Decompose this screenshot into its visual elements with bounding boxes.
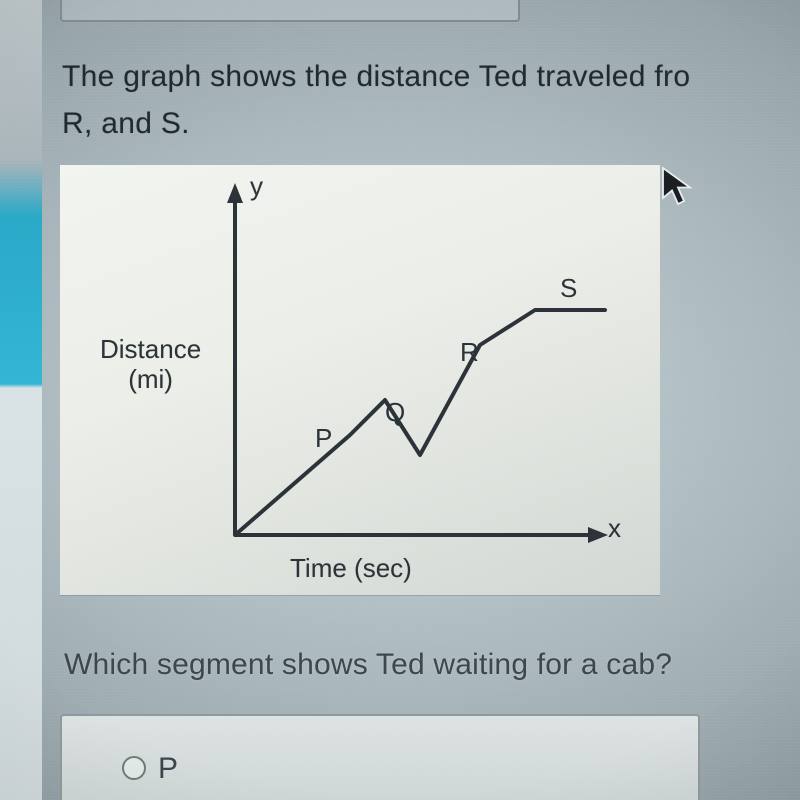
question-line-2: R, and S. xyxy=(62,107,190,140)
distance-word: Distance xyxy=(100,334,201,364)
distance-axis-label: Distance (mi) xyxy=(100,335,201,395)
radio-option-p[interactable] xyxy=(122,756,146,780)
segment-label-s: S xyxy=(560,273,577,304)
y-axis-arrow xyxy=(227,183,243,203)
segment-label-p: P xyxy=(315,423,332,454)
distance-unit: (mi) xyxy=(128,364,173,394)
x-axis-arrow xyxy=(588,527,608,543)
sub-question-text: Which segment shows Ted waiting for a ca… xyxy=(64,648,764,682)
time-axis-label: Time (sec) xyxy=(290,553,412,584)
answer-option-container xyxy=(60,714,700,800)
distance-curve xyxy=(235,310,605,535)
segment-label-r: R xyxy=(460,337,479,368)
screen-surface: The graph shows the distance Ted travele… xyxy=(0,0,800,800)
left-gutter xyxy=(0,0,42,800)
option-p-label[interactable]: P xyxy=(158,752,178,786)
question-text: The graph shows the distance Ted travele… xyxy=(62,54,782,147)
cursor-icon xyxy=(660,165,696,207)
truncated-header-box xyxy=(60,0,520,22)
question-line-1: The graph shows the distance Ted travele… xyxy=(62,60,690,93)
graph-card: y x Distance (mi) Time (sec) P Q R S xyxy=(60,165,660,595)
x-axis-label: x xyxy=(608,513,621,544)
y-axis-label: y xyxy=(250,171,263,202)
segment-label-q: Q xyxy=(385,397,405,428)
